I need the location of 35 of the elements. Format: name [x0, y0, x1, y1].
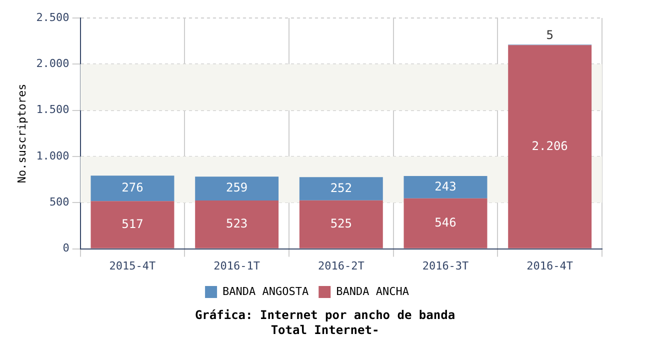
- text: Gráfica: Internet por ancho de banda: [194, 308, 456, 323]
- data-label: 2.206: [532, 138, 568, 153]
- data-label: 252: [330, 180, 352, 195]
- y-tick-label: 1.500: [36, 103, 70, 116]
- x-tick-label: 2016-4T: [526, 259, 574, 272]
- text: Total Internet-: [270, 323, 380, 338]
- data-label: 525: [330, 216, 352, 230]
- y-tick-label: 500: [49, 196, 70, 208]
- y-tick-label: 2.500: [36, 10, 70, 24]
- bar: [90, 176, 174, 202]
- data-label: 523: [226, 216, 248, 231]
- bar: [299, 177, 383, 200]
- y-tick-label: 1.000: [36, 149, 70, 162]
- bar: [299, 200, 383, 248]
- bar: [195, 200, 279, 248]
- data-label: 259: [226, 180, 248, 195]
- data-label: 276: [122, 180, 144, 194]
- legend-label: BANDA ANCHA: [336, 284, 410, 298]
- y-tick-label: 2.000: [36, 57, 70, 70]
- data-label: 517: [122, 216, 144, 231]
- x-tick-label: 2016-3T: [422, 259, 470, 272]
- data-label: 5: [546, 28, 554, 42]
- bar: [508, 45, 592, 248]
- x-tick-label: 2016-1T: [214, 259, 260, 272]
- bar: [404, 198, 488, 248]
- y-tick-label: 0: [62, 242, 70, 255]
- bar: [90, 201, 174, 248]
- data-label: 546: [434, 215, 456, 230]
- x-tick-label: 2016-2T: [318, 259, 365, 272]
- bar: [195, 176, 279, 201]
- bar: [404, 176, 488, 198]
- data-label: 243: [434, 179, 456, 194]
- y-axis-title: No.suscriptores: [15, 84, 28, 184]
- x-tick-label: 2015-4T: [109, 259, 156, 272]
- legend-label: BANDA ANGOSTA: [222, 284, 309, 298]
